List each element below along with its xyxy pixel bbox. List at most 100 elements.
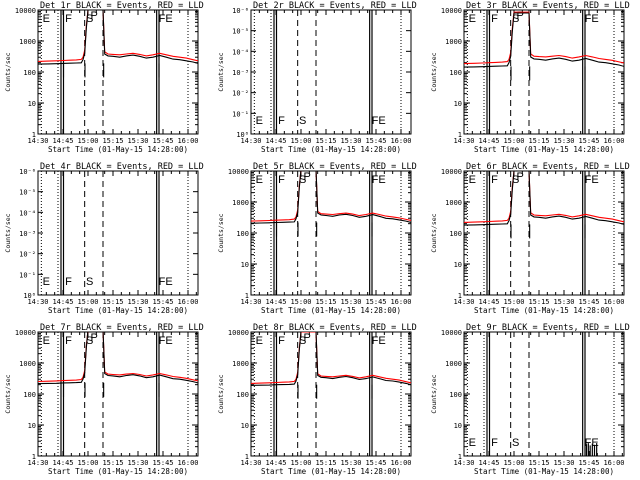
y-tick-label: 10000 xyxy=(441,7,462,15)
panel-title: Det 2r BLACK = Events, RED = LLD xyxy=(253,1,417,11)
x-tick-label: 15:30 xyxy=(553,459,574,467)
panel-det-9r: Det 9r BLACK = Events, RED = LLD 1 10 100 10… xyxy=(430,323,630,476)
x-tick-label: 15:30 xyxy=(340,137,361,145)
y-tick-label: 10⁻³ xyxy=(19,230,36,238)
panel-det-1r: Det 1r BLACK = Events, RED = LLD 1 10 100 10… xyxy=(4,1,204,154)
y-tick-label: 10⁻³ xyxy=(232,69,249,77)
y-tick-label: 10⁻¹ xyxy=(19,271,36,279)
x-tick-label: 14:30 xyxy=(27,137,48,145)
flag-s: S xyxy=(86,276,93,288)
y-tick-label: 100 xyxy=(236,230,249,238)
x-tick-label: 15:00 xyxy=(77,137,98,145)
y-tick-label: 100 xyxy=(236,391,249,399)
x-tick-label: 15:45 xyxy=(152,137,173,145)
x-tick-label: 15:00 xyxy=(290,137,311,145)
y-axis-label: Counts/sec xyxy=(430,213,438,252)
x-axis-label: Start Time (01-May-15 14:28:00) xyxy=(48,145,188,154)
x-tick-label: 14:45 xyxy=(265,459,286,467)
plot-frame xyxy=(463,9,625,135)
x-axis-label: Start Time (01-May-15 14:28:00) xyxy=(48,306,188,315)
x-tick-label: 15:15 xyxy=(528,137,549,145)
x-axis-label: Start Time (01-May-15 14:28:00) xyxy=(474,145,614,154)
plot-frame xyxy=(37,331,199,457)
y-axis-label: Counts/sec xyxy=(4,52,12,91)
x-tick-label: 14:30 xyxy=(453,298,474,306)
flag-fe: FE xyxy=(372,335,386,347)
x-tick-label: 14:45 xyxy=(478,459,499,467)
x-tick-label: 14:45 xyxy=(478,137,499,145)
x-tick-label: 16:00 xyxy=(390,137,411,145)
y-tick-label: 10 xyxy=(241,261,249,269)
y-tick-label: 10⁻⁴ xyxy=(19,209,36,217)
x-tick-label: 15:30 xyxy=(553,137,574,145)
flag-f: F xyxy=(278,335,285,347)
panel-title: Det 9r BLACK = Events, RED = LLD xyxy=(466,323,630,333)
x-tick-label: 15:45 xyxy=(365,298,386,306)
x-tick-label: 15:45 xyxy=(578,137,599,145)
x-tick-label: 15:45 xyxy=(578,298,599,306)
lld-series-line xyxy=(38,10,198,62)
panel-title: Det 1r BLACK = Events, RED = LLD xyxy=(40,1,204,11)
lld-series-line xyxy=(251,332,411,384)
x-tick-label: 15:30 xyxy=(340,298,361,306)
panel-det-3r: Det 3r BLACK = Events, RED = LLD 1 10 100 10… xyxy=(430,1,630,154)
y-tick-label: 10⁻² xyxy=(232,90,249,98)
y-tick-label: 10⁻⁵ xyxy=(19,189,36,197)
flag-e: E xyxy=(256,174,263,186)
flag-fe: FE xyxy=(585,13,599,25)
plot-frame xyxy=(250,331,412,457)
y-tick-label: 1000 xyxy=(19,360,36,368)
plot-frame xyxy=(37,9,199,135)
y-tick-label: 10⁻⁵ xyxy=(232,28,249,36)
panel-det-5r: Det 5r BLACK = Events, RED = LLD 1 10 100 10… xyxy=(217,162,417,315)
panel-det-4r: Det 4r BLACK = Events, RED = LLD 10⁻⁶ 10⁻⁵… xyxy=(4,162,204,315)
y-tick-label: 10⁻⁶ xyxy=(19,168,36,176)
x-tick-label: 15:00 xyxy=(290,298,311,306)
x-tick-label: 15:45 xyxy=(152,459,173,467)
x-axis-label: Start Time (01-May-15 14:28:00) xyxy=(261,306,401,315)
x-axis-label: Start Time (01-May-15 14:28:00) xyxy=(261,145,401,154)
events-series-line xyxy=(251,171,411,224)
x-tick-label: 14:45 xyxy=(478,298,499,306)
flag-f: F xyxy=(65,13,72,25)
flag-p: P xyxy=(517,10,524,22)
y-axis-label: Counts/sec xyxy=(430,52,438,91)
lld-series-line xyxy=(251,171,411,222)
y-axis-label: Counts/sec xyxy=(217,52,225,91)
flag-s: S xyxy=(512,174,519,186)
flag-f: F xyxy=(278,174,285,186)
flag-fe: FE xyxy=(372,174,386,186)
flag-s: S xyxy=(86,13,93,25)
x-tick-label: 14:30 xyxy=(27,298,48,306)
x-tick-label: 16:00 xyxy=(603,459,624,467)
y-axis-label: Counts/sec xyxy=(217,213,225,252)
x-tick-label: 14:45 xyxy=(52,459,73,467)
x-tick-label: 15:30 xyxy=(553,298,574,306)
flag-fe: FE xyxy=(159,276,173,288)
y-tick-label: 100 xyxy=(23,391,36,399)
x-tick-label: 15:30 xyxy=(127,459,148,467)
flag-e: E xyxy=(469,437,476,449)
y-tick-label: 10000 xyxy=(228,329,249,337)
y-tick-label: 10⁻² xyxy=(19,251,36,259)
panel-title: Det 4r BLACK = Events, RED = LLD xyxy=(40,162,204,172)
flag-fe: FE xyxy=(585,174,599,186)
x-tick-label: 15:30 xyxy=(127,298,148,306)
y-tick-label: 1000 xyxy=(445,360,462,368)
y-tick-label: 10⁻¹ xyxy=(232,110,249,118)
plot-frame xyxy=(250,170,412,296)
y-axis-label: Counts/sec xyxy=(4,374,12,413)
plot-frame xyxy=(463,331,625,457)
flag-e: E xyxy=(469,174,476,186)
panel-det-2r: Det 2r BLACK = Events, RED = LLD 10⁻⁶ 10⁻⁵… xyxy=(217,1,417,154)
x-tick-label: 16:00 xyxy=(177,459,198,467)
x-tick-label: 15:15 xyxy=(528,459,549,467)
x-tick-label: 14:45 xyxy=(52,298,73,306)
y-tick-label: 10 xyxy=(28,422,36,430)
plot-frame xyxy=(463,170,625,296)
x-tick-label: 14:30 xyxy=(27,459,48,467)
y-tick-label: 10⁰ xyxy=(23,292,36,300)
x-tick-label: 16:00 xyxy=(177,137,198,145)
flag-e: E xyxy=(256,335,263,347)
panel-title: Det 8r BLACK = Events, RED = LLD xyxy=(253,323,417,333)
